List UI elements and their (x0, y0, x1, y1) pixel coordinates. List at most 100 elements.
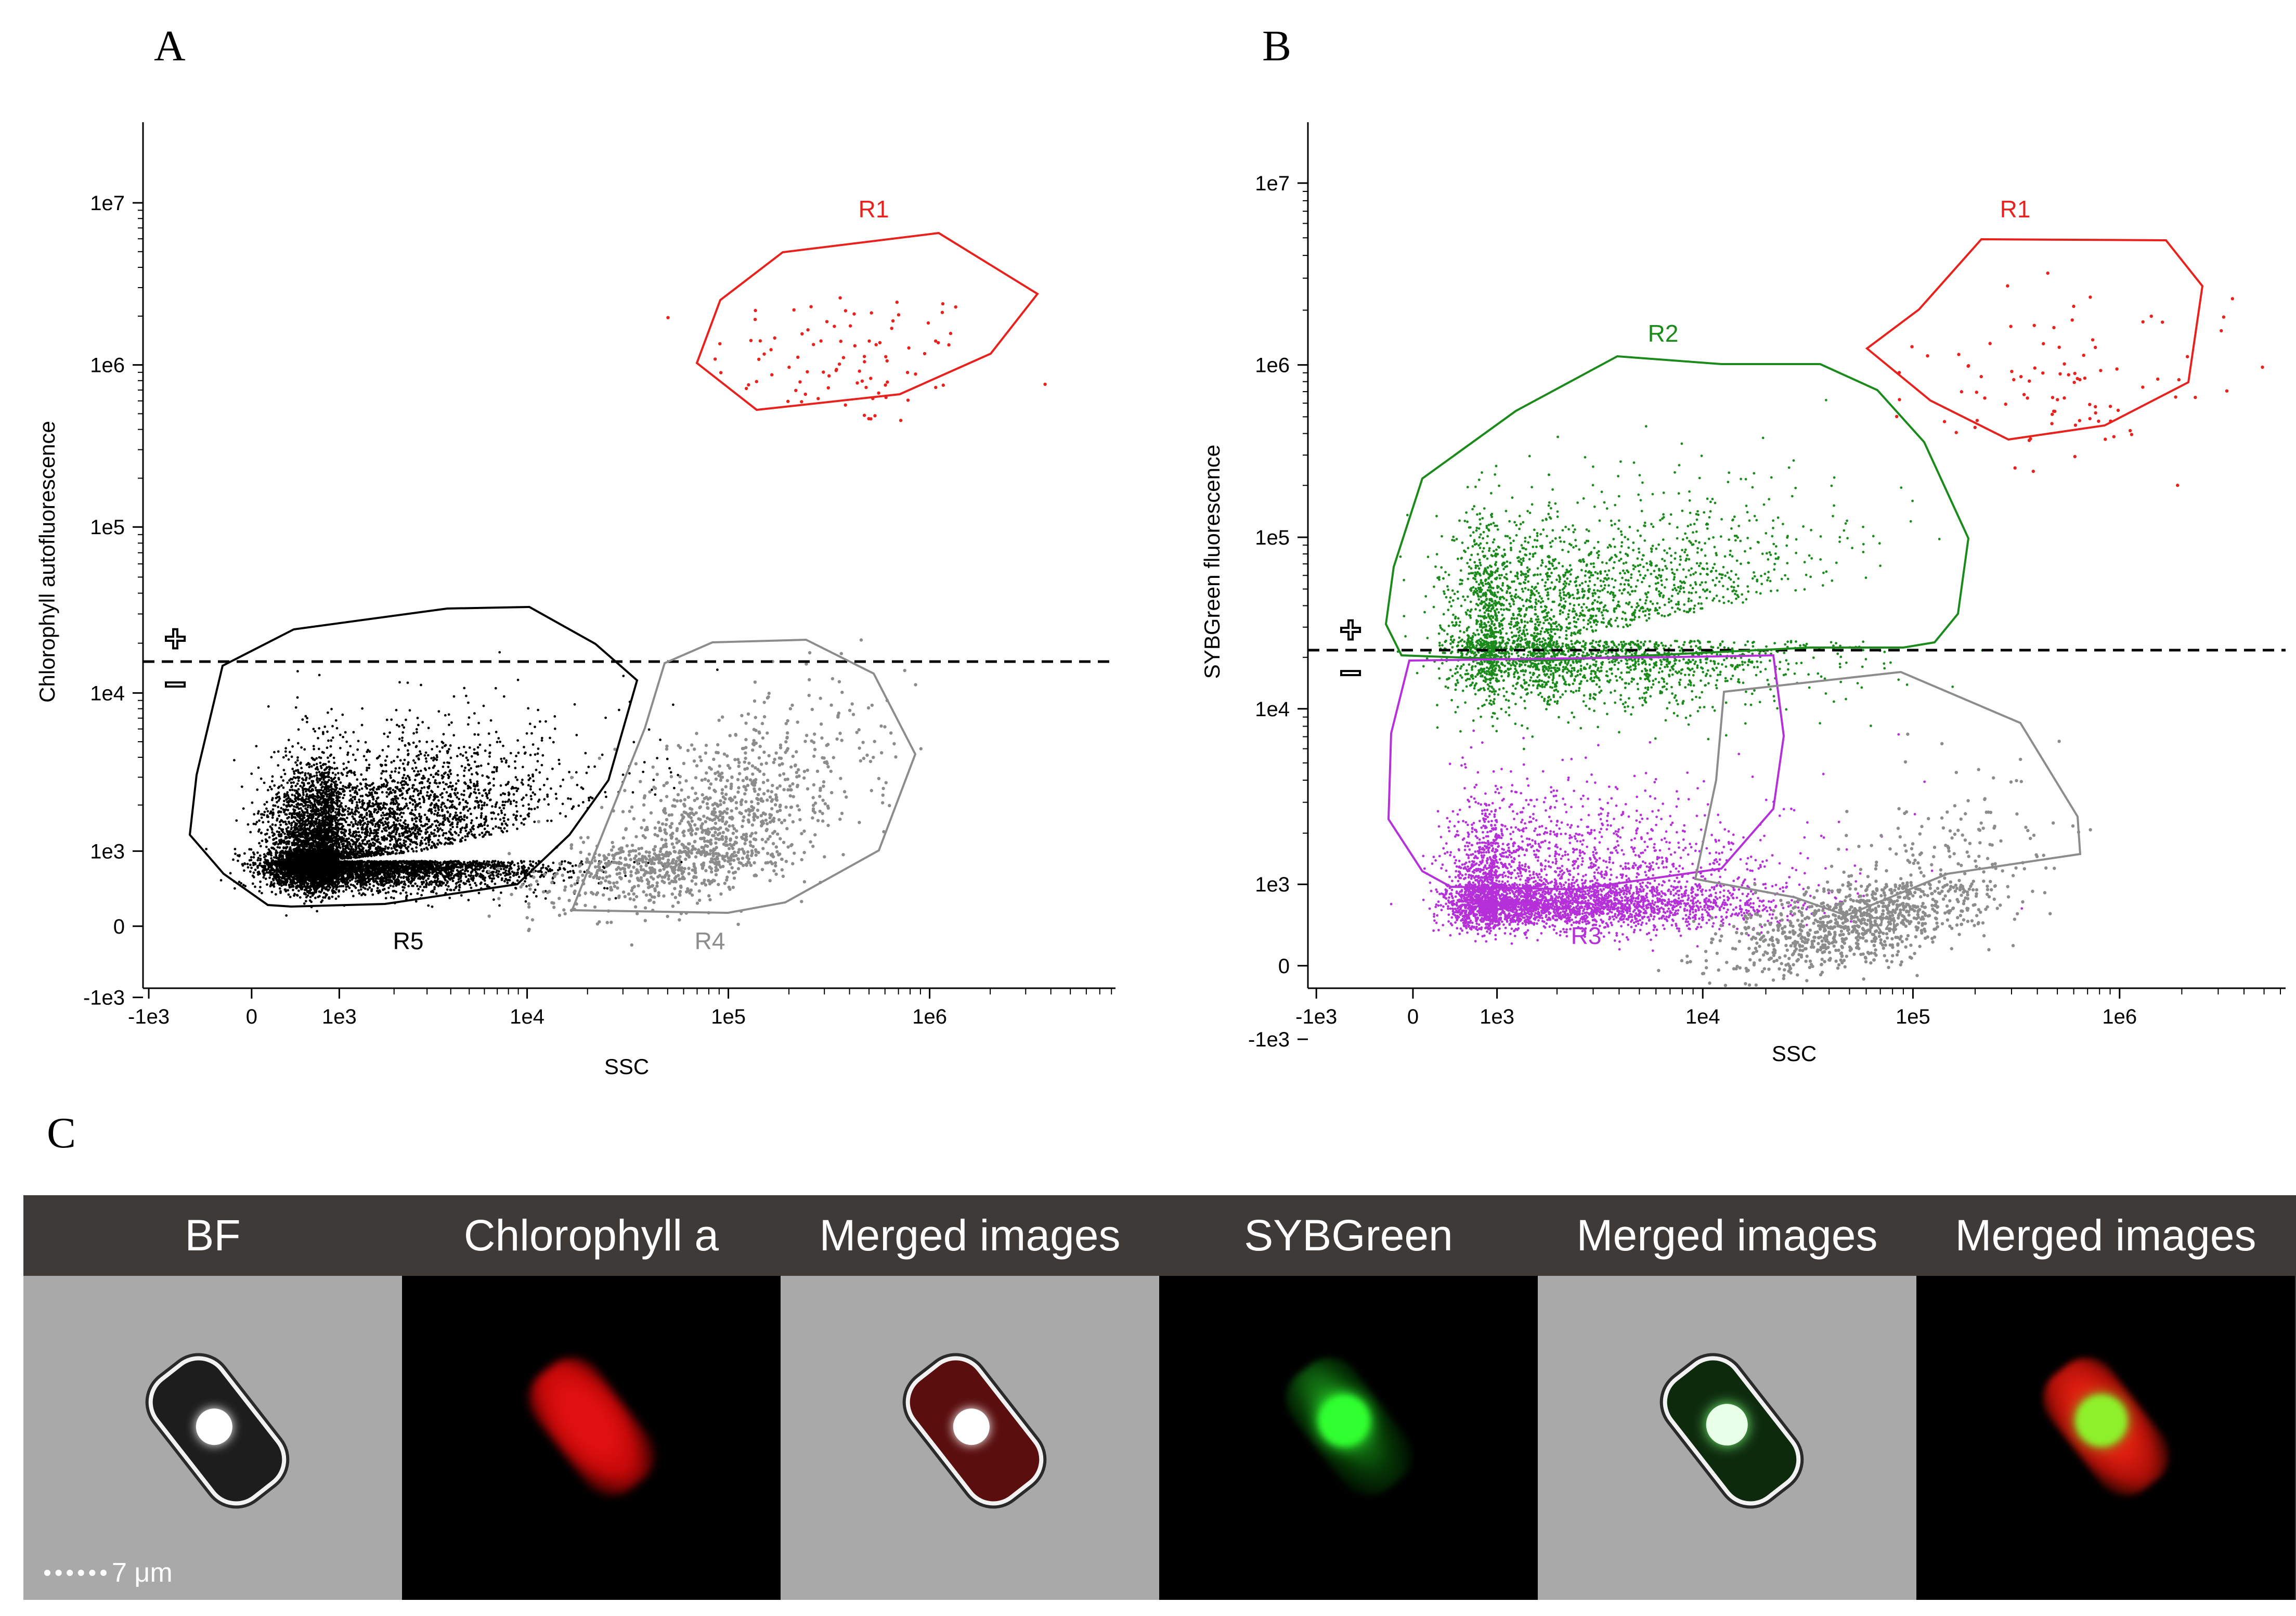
data-point (267, 788, 269, 792)
data-point (755, 380, 759, 383)
data-point (535, 768, 538, 771)
data-point (234, 887, 236, 890)
data-point (270, 857, 273, 860)
data-point (914, 372, 917, 376)
y-tick: 1e4 (90, 682, 143, 705)
data-point (442, 733, 445, 735)
data-point (354, 820, 357, 822)
data-point (263, 803, 266, 806)
data-point (486, 797, 489, 799)
data-point (533, 807, 536, 810)
data-point (254, 869, 257, 871)
y-tick: 1e3 (90, 840, 143, 863)
data-point (515, 818, 518, 821)
data-point (279, 890, 282, 893)
data-point (300, 767, 303, 770)
data-point (396, 723, 398, 727)
data-point (423, 813, 426, 817)
data-point (351, 815, 354, 818)
data-point (757, 357, 761, 361)
data-point (568, 771, 570, 773)
data-point (495, 801, 498, 804)
data-point (436, 745, 438, 748)
data-point (435, 782, 438, 785)
data-point (838, 296, 842, 300)
data-point (437, 839, 440, 842)
data-point (352, 796, 354, 798)
data-point (719, 371, 723, 374)
data-point (559, 785, 562, 787)
data-point (495, 768, 498, 770)
data-point (383, 835, 386, 838)
data-point (403, 726, 406, 729)
data-point (446, 817, 449, 820)
data-point (291, 844, 294, 847)
data-point (464, 875, 468, 878)
data-point (390, 801, 393, 804)
data-point (398, 833, 401, 835)
data-point (359, 823, 362, 826)
data-point (277, 764, 280, 767)
data-point (515, 790, 518, 793)
data-point (878, 341, 882, 344)
data-point (451, 804, 454, 806)
data-point (546, 795, 549, 798)
y-tick-label: 1e7 (90, 192, 125, 215)
data-point (434, 846, 437, 849)
data-point (262, 876, 265, 879)
data-point (449, 828, 452, 831)
data-point (406, 749, 409, 752)
data-point (504, 761, 508, 764)
data-point (537, 708, 539, 712)
data-point (256, 871, 260, 874)
data-point (342, 796, 345, 799)
data-point (822, 370, 825, 374)
data-point (433, 888, 436, 890)
data-point (252, 822, 255, 825)
data-point (345, 740, 348, 743)
data-point (256, 866, 259, 869)
data-point (294, 796, 297, 799)
data-point (457, 875, 460, 878)
data-point (479, 764, 483, 767)
data-point (869, 377, 873, 380)
data-point (319, 761, 322, 764)
data-point (412, 795, 414, 798)
data-point (336, 805, 340, 808)
data-point (434, 809, 437, 812)
data-point (334, 719, 338, 722)
data-point (327, 739, 330, 742)
data-point (473, 782, 475, 785)
data-point (874, 343, 878, 346)
data-point (401, 844, 404, 847)
data-point (362, 893, 365, 895)
data-point (563, 860, 566, 863)
data-point (504, 800, 507, 804)
data-point (399, 794, 401, 797)
data-point (419, 792, 422, 795)
data-point (393, 821, 395, 824)
data-point (257, 766, 260, 769)
data-point (463, 819, 465, 821)
data-point (240, 785, 243, 788)
data-point (380, 772, 383, 775)
data-point (408, 830, 411, 833)
data-point (318, 756, 321, 759)
data-point (258, 890, 261, 893)
data-point (256, 859, 260, 862)
data-point (934, 339, 938, 343)
data-point (441, 815, 444, 817)
data-point (299, 784, 302, 787)
data-point (335, 767, 339, 770)
data-point (465, 694, 468, 697)
data-point (463, 769, 466, 772)
data-point (255, 821, 258, 823)
data-point (398, 835, 401, 837)
data-point (240, 882, 243, 885)
data-point (509, 800, 512, 803)
data-point (416, 804, 419, 807)
data-point (451, 870, 455, 872)
data-point (382, 823, 385, 826)
data-point (384, 845, 387, 848)
data-point (463, 790, 465, 792)
